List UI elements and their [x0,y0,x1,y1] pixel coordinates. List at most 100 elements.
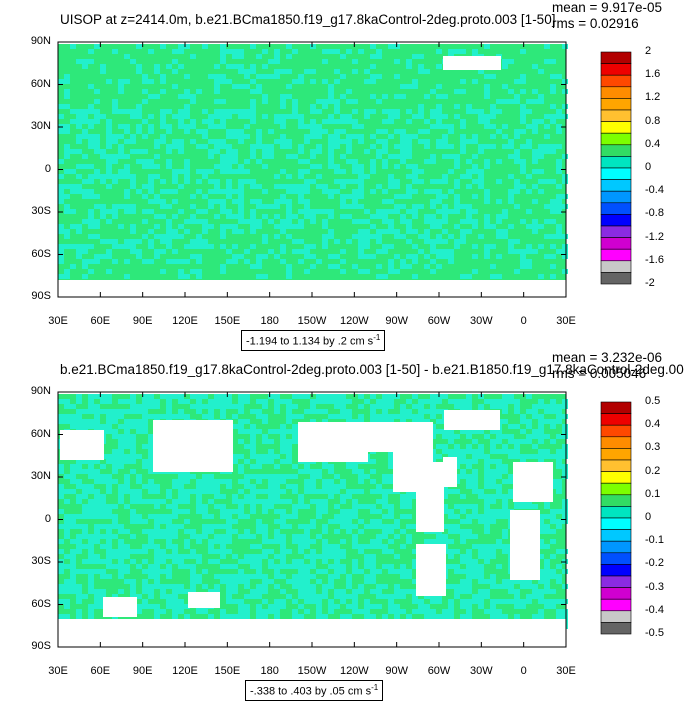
cyan-cell [556,609,562,614]
cyan-cell [322,589,328,594]
cyan-cell [466,564,472,569]
cyan-cell [118,174,124,179]
cyan-cell [172,69,178,74]
cyan-cell [262,419,268,424]
cyan-cell [274,114,280,119]
cyan-cell [220,614,226,619]
cyan-cell [226,79,232,84]
cyan-cell [94,134,100,139]
cyan-cell [436,49,442,54]
cyan-cell [106,154,112,159]
cyan-cell [124,579,130,584]
cyan-cell [310,124,316,129]
cyan-cell [88,459,94,464]
cyan-cell [178,564,184,569]
cyan-cell [508,399,514,404]
cyan-cell [94,149,100,154]
cyan-cell [526,174,532,179]
cyan-cell [184,604,190,609]
cyan-cell [226,589,232,594]
cyan-cell [130,589,136,594]
x-tick-label: 90E [132,665,153,677]
cyan-cell [304,464,310,469]
cyan-cell [232,149,238,154]
cyan-cell [466,549,472,554]
cyan-cell [358,609,364,614]
cyan-cell [466,474,472,479]
cyan-cell [454,489,460,494]
cyan-cell [82,179,88,184]
cyan-cell [184,509,190,514]
cyan-cell [364,544,370,549]
cyan-cell [436,84,442,89]
cyan-cell [556,114,562,119]
cyan-cell [400,514,406,519]
cyan-cell [208,474,214,479]
cyan-cell [58,189,64,194]
cyan-cell [250,509,256,514]
cyan-cell [220,124,226,129]
cyan-cell [238,169,244,174]
cyan-cell [316,489,322,494]
cyan-cell [244,479,250,484]
cyan-cell [502,599,508,604]
cyan-cell [298,114,304,119]
cyan-cell [244,109,250,114]
cyan-cell [196,554,202,559]
cyan-cell [118,444,124,449]
cyan-cell [58,199,64,204]
cyan-cell [394,74,400,79]
cyan-cell [136,519,142,524]
cyan-cell [130,549,136,554]
cyan-cell [460,474,466,479]
cyan-cell [286,514,292,519]
cyan-cell [520,254,526,259]
cyan-cell [322,614,328,619]
cyan-cell [100,534,106,539]
cyan-cell [160,74,166,79]
cyan-cell [160,269,166,274]
cyan-cell [298,144,304,149]
cyan-cell [76,599,82,604]
cyan-cell [304,139,310,144]
cyan-cell [496,219,502,224]
cyan-cell [250,504,256,509]
cyan-cell [298,569,304,574]
cyan-cell [376,584,382,589]
cyan-cell [514,614,520,619]
cyan-cell [112,419,118,424]
cyan-cell [280,244,286,249]
cyan-cell [106,424,112,429]
cyan-cell [100,479,106,484]
cyan-cell [286,219,292,224]
cyan-cell [184,259,190,264]
cyan-cell [298,249,304,254]
cyan-cell [538,179,544,184]
cyan-cell [214,539,220,544]
cyan-cell [214,149,220,154]
cyan-cell [400,609,406,614]
cyan-cell [370,414,376,419]
cyan-cell [550,454,556,459]
cyan-cell [334,129,340,134]
cyan-cell [244,554,250,559]
cyan-cell [142,219,148,224]
cyan-cell [136,499,142,504]
cyan-cell [442,219,448,224]
cyan-cell [232,54,238,59]
cyan-cell [172,589,178,594]
cyan-cell [304,244,310,249]
cyan-cell [394,234,400,239]
cyan-cell [268,494,274,499]
cyan-cell [556,404,562,409]
cyan-cell [406,119,412,124]
cyan-cell [256,74,262,79]
cyan-cell [88,134,94,139]
cyan-cell [58,254,64,259]
cyan-cell [184,474,190,479]
cyan-cell [370,614,376,619]
cyan-cell [406,194,412,199]
cyan-cell [160,214,166,219]
cyan-cell [436,224,442,229]
cyan-cell [328,574,334,579]
